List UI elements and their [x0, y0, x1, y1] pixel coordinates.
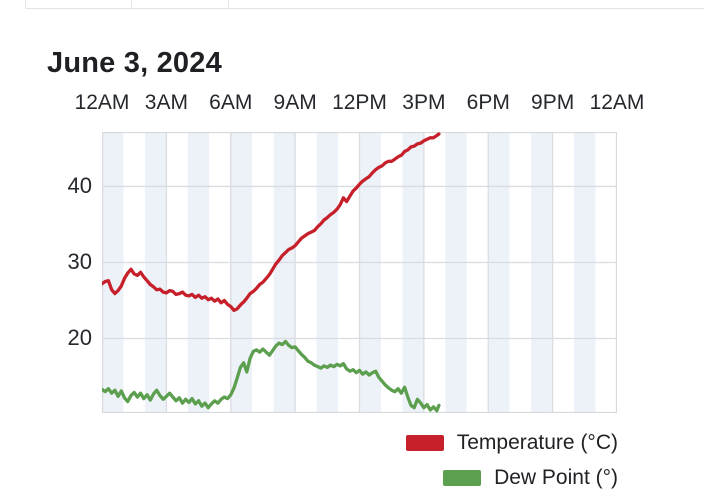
- tab-divider: [228, 0, 229, 8]
- legend-label-dew-point: Dew Point (°): [494, 466, 618, 489]
- y-tick-label: 20: [67, 325, 92, 351]
- x-tick-label: 3AM: [144, 91, 188, 114]
- x-tick-label: 6PM: [466, 91, 510, 114]
- temperature-line: [100, 132, 441, 313]
- y-tick-label: 40: [67, 173, 92, 199]
- dew-point-legend-swatch-icon: [443, 470, 482, 486]
- y-tick-label: 30: [67, 249, 92, 275]
- top-tab-bar-remnant: [25, 0, 704, 9]
- x-tick-label: 9AM: [273, 91, 317, 114]
- x-tick-label: 12AM: [589, 91, 645, 114]
- legend-label-temperature: Temperature (°C): [456, 431, 618, 454]
- x-tick-label: 3PM: [402, 91, 446, 114]
- tab-divider: [131, 0, 132, 8]
- x-tick-label: 12PM: [332, 91, 387, 114]
- x-tick-label: 12AM: [74, 91, 130, 114]
- x-tick-label: 9PM: [531, 91, 575, 114]
- chart-legend: Temperature (°C) Dew Point (°): [405, 431, 618, 490]
- legend-item-dew-point: Dew Point (°): [443, 466, 618, 490]
- page-title: June 3, 2024: [47, 47, 222, 80]
- chart-plot-area[interactable]: [100, 131, 618, 414]
- temperature-legend-swatch-icon: [405, 435, 444, 451]
- dew-point-line: [100, 339, 441, 413]
- legend-item-temperature: Temperature (°C): [405, 431, 618, 455]
- x-tick-label: 6AM: [209, 91, 253, 114]
